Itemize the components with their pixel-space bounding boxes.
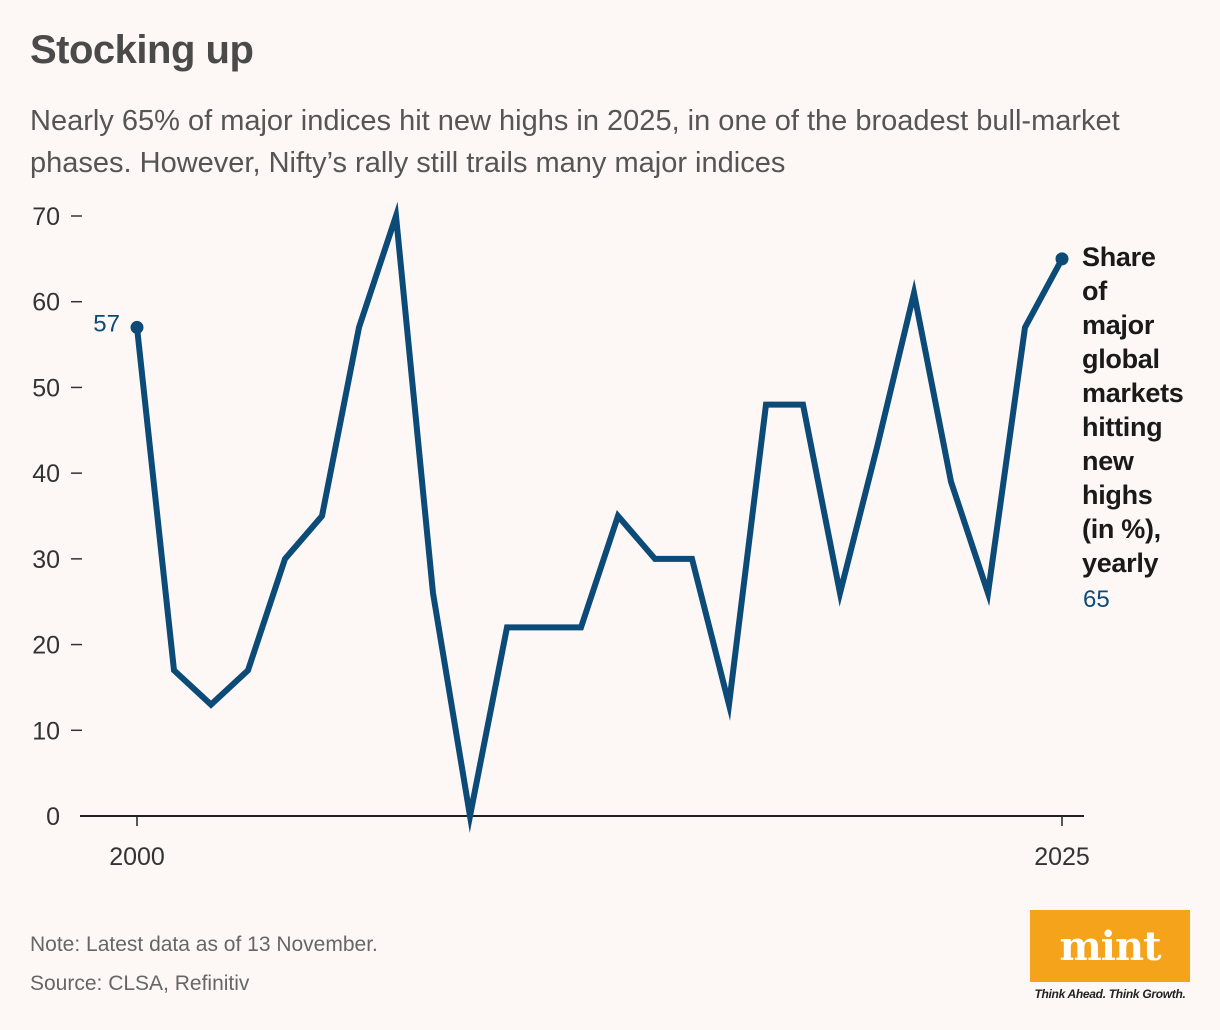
first-value-label: 57 <box>93 310 120 337</box>
y-tick-label: 30 <box>32 546 60 574</box>
series-label-line: markets <box>1082 378 1184 408</box>
y-tick-label: 0 <box>46 803 60 831</box>
chart-title: Stocking up <box>30 28 254 72</box>
y-tick-label: 60 <box>32 289 60 317</box>
series-label: Share of major global markets hitting new highs… <box>1082 240 1192 580</box>
series-label-line: Share <box>1082 242 1156 272</box>
source-note: Source: CLSA, Refinitiv <box>30 972 250 995</box>
series-group <box>130 201 1069 833</box>
x-tick-label: 2025 <box>1034 843 1090 871</box>
y-tick-label: 20 <box>32 632 60 660</box>
brand-tagline: Think Ahead. Think Growth. <box>1034 987 1186 1001</box>
series-label-line: hitting <box>1082 412 1163 442</box>
y-tick-label: 40 <box>32 460 60 488</box>
series-label-line: new <box>1082 446 1134 476</box>
line-chart: 0 10 20 30 40 50 60 70 2000 2025 57 65 <box>32 201 1110 871</box>
mint-logo: mint <box>1030 910 1190 982</box>
series-label-line: major <box>1082 310 1155 340</box>
series-label-line: global <box>1082 344 1160 374</box>
y-tick-label: 70 <box>32 203 60 231</box>
x-tick-label: 2000 <box>109 843 165 871</box>
y-tick-label: 10 <box>32 717 60 745</box>
chart-subtitle: Nearly 65% of major indices hit new high… <box>30 105 1120 179</box>
first-data-point <box>130 320 144 334</box>
y-tick-label: 50 <box>32 374 60 402</box>
series-label-line: highs <box>1082 480 1153 510</box>
series-label-line: of <box>1082 276 1107 306</box>
series-label-line: yearly <box>1082 548 1159 578</box>
last-data-point <box>1055 252 1069 266</box>
y-axis: 0 10 20 30 40 50 60 70 <box>32 203 82 831</box>
series-line <box>134 201 1065 833</box>
x-axis: 2000 2025 <box>80 815 1090 871</box>
footnote: Note: Latest data as of 13 November. <box>30 933 378 956</box>
last-value-label: 65 <box>1083 586 1110 613</box>
series-label-line: (in %), <box>1082 514 1161 544</box>
annotations-group: 57 65 <box>93 310 1109 613</box>
